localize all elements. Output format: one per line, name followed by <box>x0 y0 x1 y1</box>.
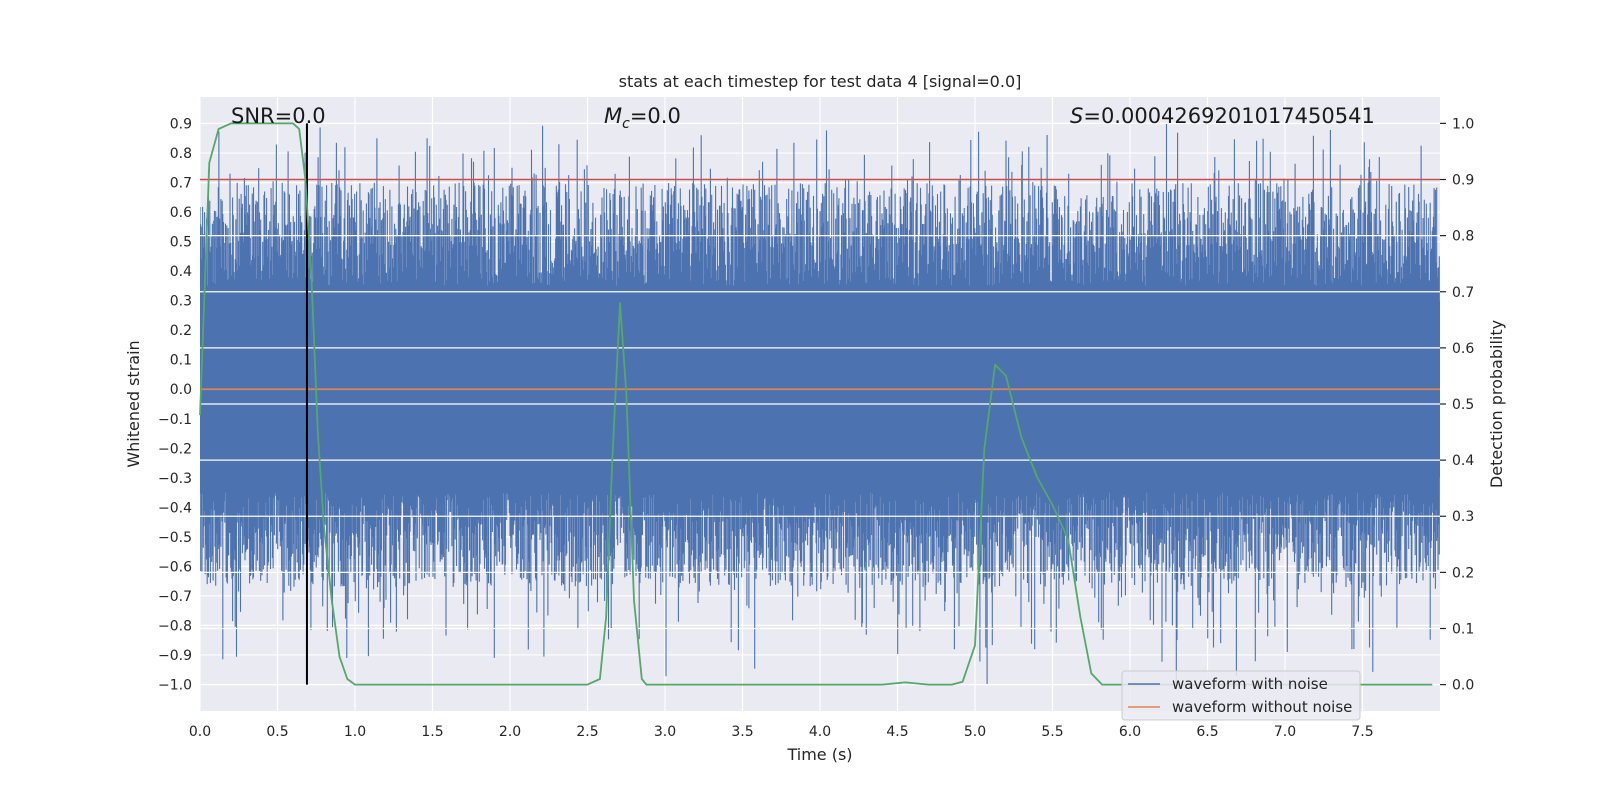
y-tick-label-18: −0.9 <box>158 648 192 664</box>
y-tick-label-1: 0.8 <box>170 146 192 162</box>
y2-tick-label-4: 0.6 <box>1452 341 1474 357</box>
legend: waveform with noise waveform without noi… <box>1121 670 1361 721</box>
y-tick-label-19: −1.0 <box>158 677 192 693</box>
y2-tick-label-10: 0.0 <box>1452 678 1474 694</box>
y2-tick-label-9: 0.1 <box>1452 621 1474 637</box>
y-axis-label: Whitened strain <box>124 340 143 467</box>
y2-tick-label-3: 0.7 <box>1452 285 1474 301</box>
x-tick-label-15: 7.5 <box>1351 724 1373 740</box>
series-detection-probability <box>199 122 1433 686</box>
x-tick-label-13: 6.5 <box>1196 724 1218 740</box>
y2-tick-label-2: 0.8 <box>1452 229 1474 245</box>
y2-tick-label-5: 0.5 <box>1452 397 1474 413</box>
mc-annotation: Mc=0.0 <box>604 104 681 132</box>
x-tick-label-10: 5.0 <box>964 724 986 740</box>
x-tick-label-7: 3.5 <box>731 724 753 740</box>
y2-tick-label-6: 0.4 <box>1452 453 1474 469</box>
x-tick-label-2: 1.0 <box>344 724 366 740</box>
legend-label-waveform-with-noise: waveform with noise <box>1172 675 1328 693</box>
mc-symbol: M <box>604 104 622 128</box>
x-tick-label-8: 4.0 <box>809 724 831 740</box>
chart-title: stats at each timestep for test data 4 [… <box>619 72 1022 91</box>
y-tick-label-9: 0.0 <box>170 382 192 398</box>
x-tick-label-1: 0.5 <box>266 724 288 740</box>
x-tick-label-5: 2.5 <box>576 724 598 740</box>
y-tick-label-12: −0.3 <box>158 471 192 487</box>
y-tick-label-6: 0.3 <box>170 294 192 310</box>
x-tick-label-12: 6.0 <box>1119 724 1141 740</box>
x-tick-label-4: 2.0 <box>499 724 521 740</box>
y2-tick-label-0: 1.0 <box>1452 116 1474 132</box>
y-tick-label-5: 0.4 <box>170 264 192 280</box>
x-tick-label-9: 4.5 <box>886 724 908 740</box>
mc-value: =0.0 <box>630 104 681 128</box>
x-tick-label-11: 5.5 <box>1041 724 1063 740</box>
y-axis-ticks: 0.9 0.8 0.7 0.6 0.5 0.4 0.3 0.2 0.1 0.0 −0.1 −0.2 −0… <box>158 117 192 694</box>
y-tick-label-16: −0.7 <box>158 589 192 605</box>
legend-label-waveform-without-noise: waveform without noise <box>1172 698 1352 716</box>
y-tick-label-13: −0.4 <box>158 500 192 516</box>
detection-probability-line <box>199 122 1433 686</box>
x-tick-label-6: 3.0 <box>654 724 676 740</box>
y2-tick-label-7: 0.3 <box>1452 509 1474 525</box>
y-tick-label-17: −0.8 <box>158 618 192 634</box>
s-annotation: S=0.0004269201017450541 <box>1070 104 1375 128</box>
y-tick-label-15: −0.6 <box>158 559 192 575</box>
legend-box <box>1121 670 1361 721</box>
y-tick-label-3: 0.6 <box>170 205 192 221</box>
y2-tick-label-8: 0.2 <box>1452 565 1474 581</box>
y-tick-label-2: 0.7 <box>170 176 192 192</box>
s-symbol: S <box>1070 104 1083 128</box>
noise-spikes <box>200 123 1440 684</box>
x-tick-label-14: 7.0 <box>1274 724 1296 740</box>
x-axis-ticks: 0.0 0.5 1.0 1.5 2.0 2.5 3.0 3.5 4.0 4.5 5.0 5.5 6.0 6… <box>189 724 1374 740</box>
mc-subscript: c <box>622 116 630 132</box>
y-tick-label-11: −0.2 <box>158 441 192 457</box>
y-tick-label-8: 0.1 <box>170 353 192 369</box>
y2-axis-ticks: 1.0 0.9 0.8 0.7 0.6 0.5 0.4 0.3 0.2 0.1 0.0 <box>1440 116 1474 694</box>
y-tick-label-4: 0.5 <box>170 235 192 251</box>
y-tick-label-10: −0.1 <box>158 412 192 428</box>
y-tick-label-0: 0.9 <box>170 117 192 133</box>
y-tick-label-7: 0.2 <box>170 323 192 339</box>
x-tick-label-0: 0.0 <box>189 724 211 740</box>
y2-axis-label: Detection probability <box>1487 320 1506 488</box>
x-tick-label-3: 1.5 <box>421 724 443 740</box>
snr-annotation: SNR=0.0 <box>231 104 326 128</box>
y2-tick-label-1: 0.9 <box>1452 173 1474 189</box>
y-tick-label-14: −0.5 <box>158 530 192 546</box>
x-axis-label: Time (s) <box>786 745 852 764</box>
s-value: =0.0004269201017450541 <box>1083 104 1375 128</box>
